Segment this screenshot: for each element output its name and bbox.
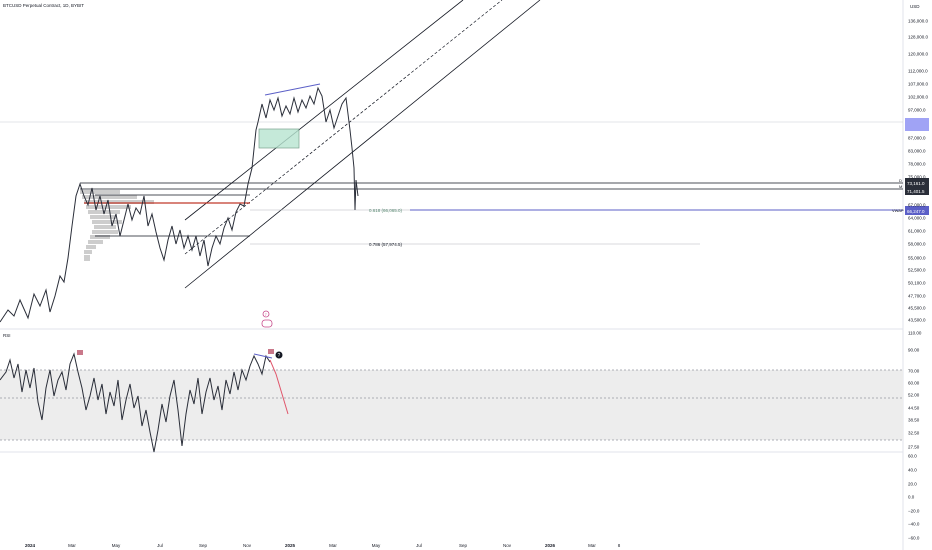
vwap-value-tag: 66,247.0 bbox=[907, 209, 925, 214]
rsi-flag-2 bbox=[268, 349, 274, 354]
rsi-tick-label: 52.00 bbox=[908, 393, 920, 398]
rsi-title: RSI bbox=[3, 333, 11, 338]
rsi-tick-label: 38.50 bbox=[908, 418, 920, 423]
price-tick-label: 136,000.0 bbox=[908, 19, 929, 24]
price-tick-label: 107,000.0 bbox=[908, 82, 929, 87]
time-tick-label: Sep bbox=[459, 543, 468, 548]
rsi-axis-ticks: 110.00 90.00 70.00 60.00 52.00 44.50 38.50 32.5… bbox=[908, 331, 922, 450]
rsi-tick-label: 90.00 bbox=[908, 348, 920, 353]
price-tick-label: 102,000.0 bbox=[908, 95, 929, 100]
price-tick-label: 55,000.0 bbox=[908, 256, 926, 261]
highlight-tag bbox=[905, 118, 929, 131]
question-mark-text: ? bbox=[278, 353, 281, 359]
price-tick-label: 87,000.0 bbox=[908, 136, 926, 141]
divergence-line-rsi bbox=[253, 353, 273, 359]
fib-618-label: 0.618 (66,065.0) bbox=[369, 208, 403, 213]
lower-axis-ticks: 60.0 40.0 20.0 0.0 −20.0 −40.0 −60.0 bbox=[908, 454, 920, 541]
lower-axis-tick-label: 0.0 bbox=[908, 495, 915, 500]
time-tick-label: Jul bbox=[416, 543, 422, 548]
price-tick-label: 128,000.0 bbox=[908, 35, 929, 40]
price-tick-label: 112,000.0 bbox=[908, 69, 928, 74]
vwap-tag-bg bbox=[905, 206, 929, 215]
marker-m: M bbox=[899, 184, 902, 189]
rsi-tick-label: 110.00 bbox=[908, 331, 922, 336]
price-tick-label: 47,700.0 bbox=[908, 294, 926, 299]
channel-middle-line bbox=[184, 0, 503, 255]
time-tick-label: Mar bbox=[329, 543, 337, 548]
badge-text: 7 bbox=[265, 313, 267, 317]
time-axis-ticks: 2024 Mar May Jul Sep Nov 2025 Mar May Jul Sep Nov 20… bbox=[25, 543, 621, 548]
channel-lower-line bbox=[184, 0, 541, 289]
price-tick-label: 45,500.0 bbox=[908, 306, 926, 311]
time-tick-label: Nov bbox=[243, 543, 252, 548]
price-tick-label: 97,000.0 bbox=[908, 108, 926, 113]
price-tick-label: 52,500.0 bbox=[908, 268, 926, 273]
price-tick-label: 58,000.0 bbox=[908, 242, 926, 247]
price-tick-label: 78,000.0 bbox=[908, 162, 926, 167]
time-tick-label: Nov bbox=[503, 543, 512, 548]
lower-axis-tick-label: 40.0 bbox=[908, 468, 917, 473]
price-tick-label: 67,000.0 bbox=[908, 203, 926, 208]
time-tick-label: Mar bbox=[588, 543, 596, 548]
vwap-label: VWAP bbox=[892, 208, 904, 213]
question-marker[interactable] bbox=[275, 351, 283, 359]
time-tick-label: 2025 bbox=[285, 543, 296, 548]
time-tick-label: 8 bbox=[618, 543, 621, 548]
lower-axis-tick-label: −20.0 bbox=[908, 509, 920, 514]
rsi-projection bbox=[269, 359, 289, 415]
rsi-tick-label: 32.50 bbox=[908, 431, 920, 436]
rsi-flag-1 bbox=[77, 350, 83, 355]
time-tick-label: May bbox=[112, 543, 121, 548]
time-tick-label: Sep bbox=[199, 543, 208, 548]
price-tag-1-bg bbox=[905, 178, 929, 187]
chart-title: BTCUSD Perpetual Contract, 1D, BYBIT bbox=[3, 3, 84, 8]
rsi-series bbox=[0, 352, 271, 453]
price-axis-ticks: 136,000.0 128,000.0 120,000.0 112,000.0 107,… bbox=[908, 19, 929, 323]
lower-axis-tick-label: 60.0 bbox=[908, 454, 917, 459]
badge-marker-bottom[interactable] bbox=[261, 319, 273, 328]
time-tick-label: Mar bbox=[68, 543, 76, 548]
time-tick-label: 2024 bbox=[25, 543, 36, 548]
price-tick-label: 61,000.0 bbox=[908, 229, 926, 234]
rsi-tick-label: 27.50 bbox=[908, 445, 920, 450]
time-tick-label: 2026 bbox=[545, 543, 556, 548]
price-tag-2-bg bbox=[905, 186, 929, 195]
lower-axis-tick-label: −40.0 bbox=[908, 522, 920, 527]
marker-d: D bbox=[899, 178, 902, 183]
price-tick-label: 75,000.0 bbox=[908, 175, 926, 180]
rsi-tick-label: 70.00 bbox=[908, 369, 920, 374]
lower-axis-tick-label: −60.0 bbox=[908, 536, 920, 541]
rsi-band bbox=[0, 370, 903, 440]
price-tick-label: 50,100.0 bbox=[908, 281, 926, 286]
lower-axis-tick-label: 20.0 bbox=[908, 482, 917, 487]
price-tick-label: 83,000.0 bbox=[908, 149, 926, 154]
badge-marker-top[interactable] bbox=[262, 310, 270, 318]
price-tick-label: 120,000.0 bbox=[908, 52, 929, 57]
price-tag-1: 73,161.0 bbox=[907, 181, 925, 186]
fib-786-label: 0.786 (57,974.5) bbox=[369, 242, 403, 247]
time-tick-label: May bbox=[372, 543, 381, 548]
price-tick-label: 43,500.0 bbox=[908, 318, 926, 323]
time-tick-label: Jul bbox=[157, 543, 163, 548]
price-axis-background[interactable] bbox=[903, 0, 932, 550]
price-tick-label: 64,000.0 bbox=[908, 216, 926, 221]
currency-label[interactable]: USD bbox=[910, 4, 920, 9]
rsi-tick-label: 60.00 bbox=[908, 381, 920, 386]
divergence-line-price bbox=[264, 83, 321, 96]
rsi-tick-label: 44.50 bbox=[908, 406, 920, 411]
green-zone-box bbox=[258, 128, 300, 149]
price-series bbox=[0, 86, 359, 323]
price-tag-2: 71,401.5 bbox=[907, 189, 925, 194]
